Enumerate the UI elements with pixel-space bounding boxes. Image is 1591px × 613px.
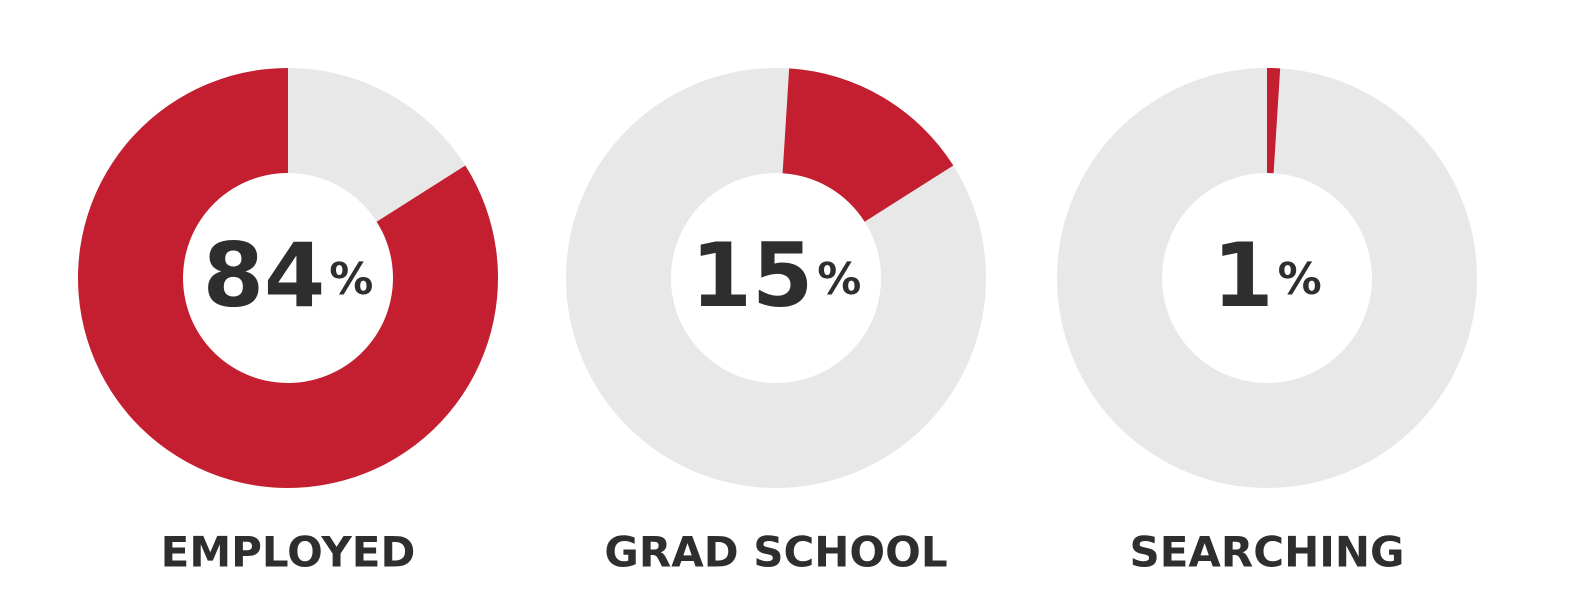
donut: 84% EMPLOYED: [78, 68, 499, 577]
center-value: 84: [203, 224, 325, 327]
center-unit: %: [817, 254, 861, 305]
donut-segment: [78, 68, 499, 488]
donut: 15% GRAD SCHOOL: [566, 68, 986, 577]
chart-title: EMPLOYED: [161, 528, 416, 577]
chart-title: SEARCHING: [1129, 528, 1404, 577]
center-value: 1: [1212, 224, 1273, 327]
donut-segment: [1267, 68, 1281, 174]
center-unit: %: [329, 254, 373, 305]
center-label: 84%: [203, 224, 374, 327]
donut-track: [566, 68, 986, 488]
center-unit: %: [1278, 254, 1322, 305]
donut: 1% SEARCHING: [1057, 68, 1477, 577]
donut-segment: [782, 68, 954, 222]
chart-title: GRAD SCHOOL: [604, 528, 947, 577]
center-label: 1%: [1212, 224, 1321, 327]
center-value: 15: [691, 224, 813, 327]
center-label: 15%: [691, 224, 862, 327]
